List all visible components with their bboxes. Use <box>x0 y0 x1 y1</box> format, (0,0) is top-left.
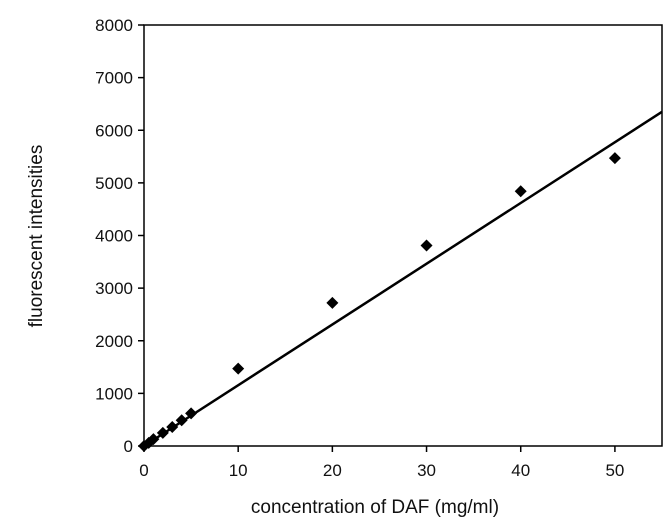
y-axis-title: fluorescent intensities <box>26 145 47 328</box>
y-tick-label: 2000 <box>95 332 133 351</box>
x-tick-label: 20 <box>323 461 342 480</box>
data-point <box>420 239 433 252</box>
data-point <box>175 414 188 427</box>
plot-frame <box>143 24 663 447</box>
y-tick-label: 6000 <box>95 121 133 140</box>
y-tick-label: 5000 <box>95 174 133 193</box>
trendline <box>143 110 663 448</box>
x-tick-label: 30 <box>417 461 436 480</box>
data-point <box>326 296 339 309</box>
data-point <box>166 421 179 434</box>
data-point <box>232 362 245 375</box>
data-point <box>147 433 160 446</box>
y-tick-label: 1000 <box>95 384 133 403</box>
x-tick-label: 0 <box>139 461 148 480</box>
x-tick-label: 40 <box>511 461 530 480</box>
y-tick-label: 0 <box>124 437 133 456</box>
x-tick-label: 50 <box>605 461 624 480</box>
data-point <box>185 407 198 420</box>
data-point <box>514 185 527 198</box>
y-tick-label: 4000 <box>95 227 133 246</box>
x-tick-label: 10 <box>229 461 248 480</box>
y-axis-ticks: 0 1000 2000 3000 4000 5000 6000 7000 8000 <box>95 16 144 456</box>
x-axis-ticks: 0 10 20 30 40 50 <box>139 446 624 480</box>
y-tick-label: 8000 <box>95 16 133 35</box>
y-tick-label: 7000 <box>95 69 133 88</box>
data-points <box>138 152 621 452</box>
data-point <box>156 426 169 439</box>
y-tick-label: 3000 <box>95 279 133 298</box>
data-point <box>608 152 621 165</box>
trendline-group <box>143 110 663 448</box>
x-axis-title: concentration of DAF (mg/ml) <box>251 497 499 518</box>
